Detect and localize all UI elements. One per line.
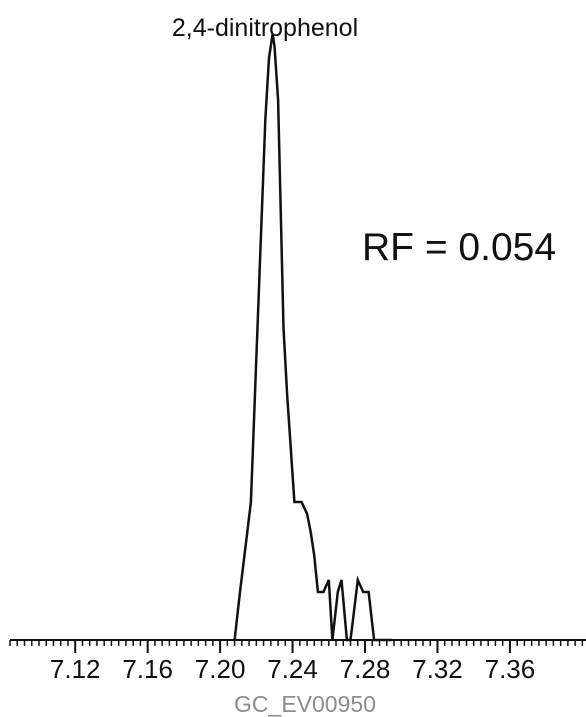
- x-tick-label: 7.24: [267, 654, 318, 684]
- rf-annotation: RF = 0.054: [362, 226, 556, 269]
- x-tick-label: 7.12: [50, 654, 101, 684]
- x-tick-label: 7.16: [122, 654, 173, 684]
- plot-area: [233, 33, 393, 642]
- source-code: GC_EV00950: [234, 691, 376, 717]
- chart-labels: 2,4-dinitrophenol RF = 0.054 GC_EV00950: [172, 14, 556, 717]
- x-axis: 7.12 7.16 7.20 7.24 7.28 7.32 7.36: [9, 639, 586, 684]
- chart-title: 2,4-dinitrophenol: [172, 14, 358, 42]
- x-tick-label: 7.28: [340, 654, 391, 684]
- x-tick-label: 7.20: [195, 654, 246, 684]
- series-line: [233, 33, 393, 642]
- x-tick-label: 7.36: [485, 654, 536, 684]
- x-tick-label: 7.32: [412, 654, 463, 684]
